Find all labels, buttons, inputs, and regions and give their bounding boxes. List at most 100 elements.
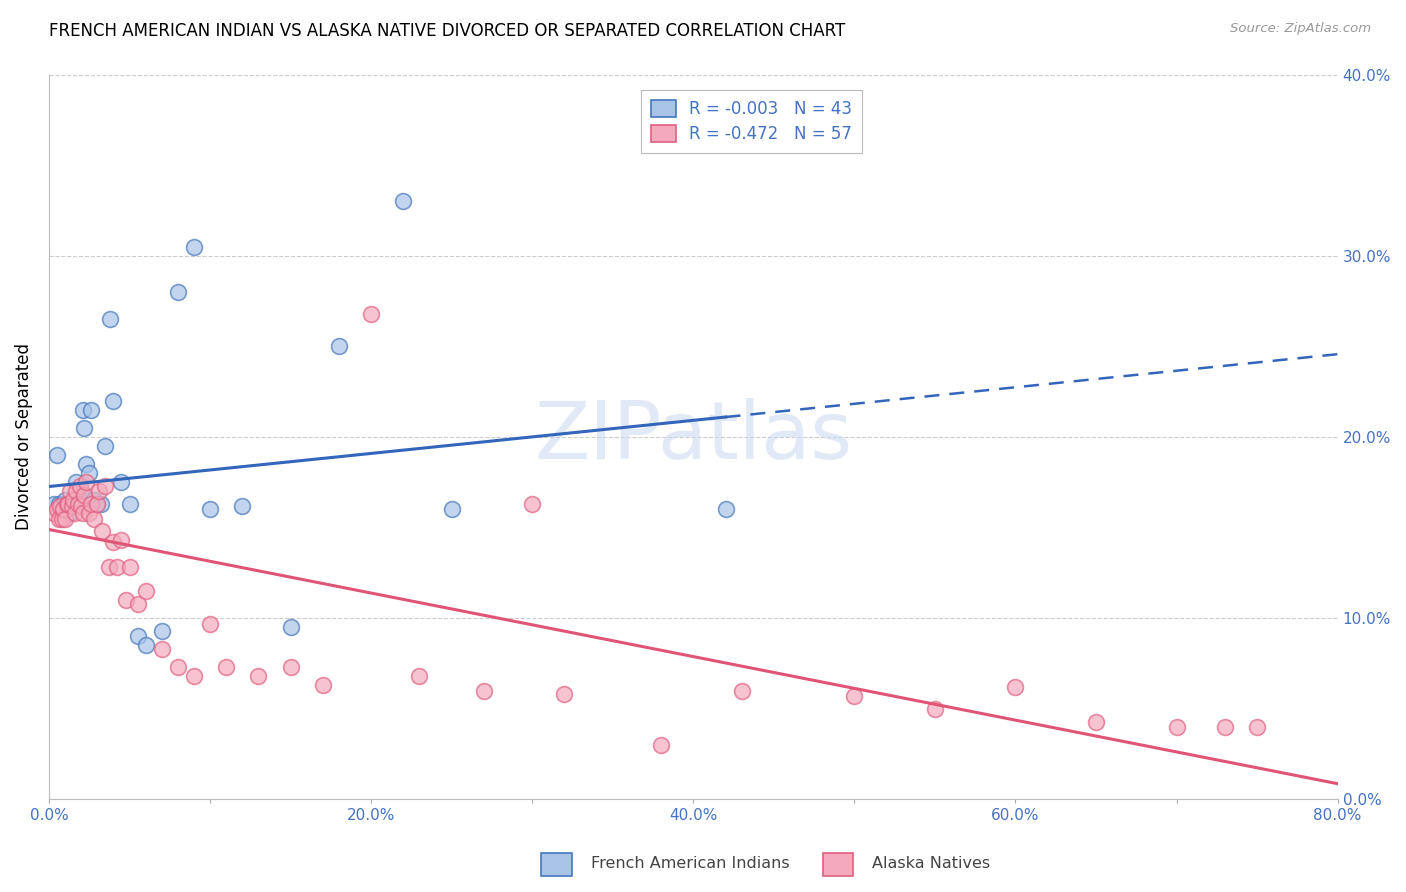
Point xyxy=(55,502,77,516)
Point xyxy=(150,642,173,657)
Point xyxy=(91,524,114,539)
Point xyxy=(42,506,65,520)
Point xyxy=(49,499,72,513)
Point xyxy=(105,560,128,574)
Point xyxy=(65,484,87,499)
Point xyxy=(66,497,89,511)
Point xyxy=(150,624,173,638)
Point xyxy=(86,497,108,511)
Point xyxy=(97,560,120,574)
Point xyxy=(110,533,132,548)
Point xyxy=(51,497,73,511)
Point xyxy=(58,497,80,511)
Point xyxy=(714,502,737,516)
Point xyxy=(89,497,111,511)
Point xyxy=(53,511,76,525)
Point xyxy=(42,497,65,511)
Point xyxy=(408,669,430,683)
Point xyxy=(312,678,335,692)
Point xyxy=(51,511,73,525)
Point xyxy=(46,448,69,462)
Point xyxy=(65,475,87,490)
Point xyxy=(127,629,149,643)
Y-axis label: Divorced or Separated: Divorced or Separated xyxy=(15,343,32,531)
Point xyxy=(127,597,149,611)
Point xyxy=(472,683,495,698)
Point xyxy=(198,616,221,631)
Point xyxy=(280,660,302,674)
Point xyxy=(70,484,93,499)
Point xyxy=(118,560,141,574)
Point xyxy=(924,702,946,716)
Point xyxy=(48,511,70,525)
Point xyxy=(72,402,94,417)
Point xyxy=(52,502,75,516)
Point xyxy=(62,493,84,508)
Point xyxy=(75,475,97,490)
Point xyxy=(231,499,253,513)
Point xyxy=(94,479,117,493)
Point xyxy=(115,593,138,607)
Point xyxy=(247,669,270,683)
Point xyxy=(77,506,100,520)
Point xyxy=(166,660,188,674)
Point xyxy=(183,240,205,254)
Point xyxy=(183,669,205,683)
Legend: R = -0.003   N = 43, R = -0.472   N = 57: R = -0.003 N = 43, R = -0.472 N = 57 xyxy=(641,90,862,153)
Point xyxy=(60,499,83,513)
Point xyxy=(63,497,86,511)
Point xyxy=(59,484,82,499)
Point xyxy=(48,497,70,511)
Point xyxy=(98,312,121,326)
Point xyxy=(118,497,141,511)
Point xyxy=(198,502,221,516)
Point xyxy=(72,506,94,520)
Point xyxy=(59,506,82,520)
Point xyxy=(135,639,157,653)
Point xyxy=(1166,720,1188,734)
Point xyxy=(1004,680,1026,694)
Point xyxy=(1085,714,1108,729)
Point xyxy=(73,421,96,435)
Point xyxy=(83,493,105,508)
Point xyxy=(63,506,86,520)
Point xyxy=(135,584,157,599)
Point xyxy=(553,687,575,701)
Point xyxy=(110,475,132,490)
Point xyxy=(66,497,89,511)
Point xyxy=(83,511,105,525)
Point xyxy=(53,499,76,513)
Point xyxy=(730,683,752,698)
Point xyxy=(280,620,302,634)
Text: Alaska Natives: Alaska Natives xyxy=(872,856,990,871)
Point xyxy=(86,497,108,511)
Point xyxy=(844,689,866,703)
Text: ZIPatlas: ZIPatlas xyxy=(534,398,852,476)
Point xyxy=(77,467,100,481)
Point xyxy=(215,660,238,674)
Point xyxy=(46,502,69,516)
Point xyxy=(52,502,75,516)
Text: FRENCH AMERICAN INDIAN VS ALASKA NATIVE DIVORCED OR SEPARATED CORRELATION CHART: FRENCH AMERICAN INDIAN VS ALASKA NATIVE … xyxy=(49,22,845,40)
Point xyxy=(49,502,72,516)
Point xyxy=(392,194,415,209)
Point xyxy=(80,402,103,417)
Point xyxy=(73,488,96,502)
Point xyxy=(75,457,97,471)
Point xyxy=(166,285,188,299)
Point xyxy=(103,535,125,549)
Point xyxy=(440,502,463,516)
Text: Source: ZipAtlas.com: Source: ZipAtlas.com xyxy=(1230,22,1371,36)
Point xyxy=(70,499,93,513)
Point xyxy=(80,497,103,511)
Point xyxy=(650,738,672,752)
Point xyxy=(58,499,80,513)
Point xyxy=(360,307,382,321)
Point xyxy=(62,499,84,513)
Point xyxy=(53,493,76,508)
Point xyxy=(94,439,117,453)
Point xyxy=(55,497,77,511)
Point xyxy=(1213,720,1236,734)
Point xyxy=(103,393,125,408)
Text: French American Indians: French American Indians xyxy=(591,856,789,871)
